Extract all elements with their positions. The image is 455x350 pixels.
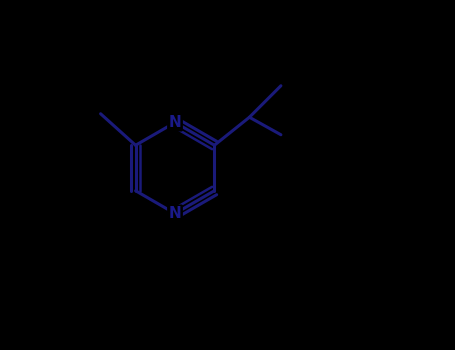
- Text: N: N: [169, 206, 182, 221]
- Text: N: N: [169, 115, 182, 130]
